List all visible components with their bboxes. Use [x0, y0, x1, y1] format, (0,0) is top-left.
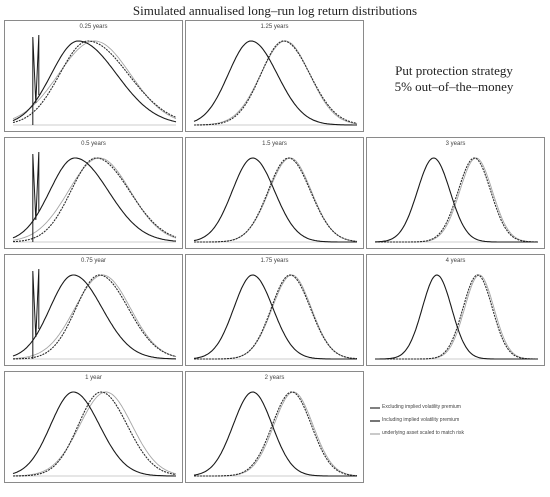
series-excluding	[12, 391, 177, 477]
series-excluding	[375, 274, 538, 360]
panel-4: 3 years	[366, 137, 545, 249]
panel-2: 0.5 years	[4, 137, 183, 249]
series-underlying	[12, 157, 177, 241]
strategy-label: Put protection strategy 5% out–of–the–mo…	[368, 63, 540, 95]
legend-swatch-underlying	[370, 433, 380, 435]
panel-plot	[374, 157, 539, 243]
series-including	[193, 274, 357, 360]
panel-plot	[375, 274, 538, 360]
series-including	[193, 157, 357, 243]
panel-title: 1.75 years	[260, 258, 289, 264]
legend-label: Including implied volatility premium	[382, 417, 460, 423]
panel-title: 1 year	[85, 375, 102, 381]
panel-title: 1.5 years	[262, 141, 287, 147]
series-including	[193, 40, 357, 126]
panel-8: 1 year	[4, 371, 183, 483]
panel-plot	[12, 151, 177, 243]
panel-plot	[12, 34, 177, 126]
series-excluding	[194, 274, 357, 360]
panel-title: 2 years	[264, 375, 285, 381]
panel-title: 0.75 year	[80, 258, 107, 264]
legend-label: Excluding implied volatility premium	[382, 404, 461, 410]
legend-item-underlying: underlying asset scaled to match risk	[370, 430, 548, 443]
legend-label: underlying asset scaled to match risk	[382, 430, 464, 436]
series-floor-spike	[32, 268, 40, 359]
legend-swatch-including	[370, 420, 380, 422]
series-floor-spike	[32, 34, 40, 125]
panel-0: 0.25 years	[4, 20, 183, 132]
series-including	[375, 274, 538, 360]
series-including	[12, 157, 177, 242]
series-excluding	[13, 157, 177, 243]
series-including	[12, 274, 177, 360]
figure-title: Simulated annualised long–run log return…	[132, 3, 418, 18]
series-including	[193, 391, 357, 477]
series-excluding	[194, 157, 358, 243]
legend-swatch-excluding	[370, 407, 380, 409]
series-excluding	[194, 40, 358, 126]
panel-7: 4 years	[366, 254, 545, 366]
panel-9: 2 years	[185, 371, 364, 483]
panel-plot	[193, 40, 358, 126]
panel-5: 0.75 year	[4, 254, 183, 366]
series-including	[374, 157, 538, 243]
legend-item-including: Including implied volatility premium	[370, 417, 548, 430]
strategy-line-2: 5% out–of–the–money	[394, 79, 514, 94]
panel-1: 1.25 years	[185, 20, 364, 132]
panel-plot	[12, 391, 177, 477]
series-excluding	[13, 274, 177, 360]
panel-3: 1.5 years	[185, 137, 364, 249]
panel-title: 1.25 years	[260, 24, 289, 30]
series-underlying	[375, 157, 538, 243]
series-underlying	[375, 274, 538, 360]
series-underlying	[12, 391, 177, 477]
panel-plot	[193, 157, 358, 243]
series-underlying	[12, 274, 177, 360]
legend: Excluding implied volatility premium Inc…	[370, 404, 548, 443]
series-including	[12, 40, 177, 123]
panel-plot	[193, 274, 358, 360]
series-underlying	[194, 274, 358, 360]
panel-plot	[193, 391, 358, 477]
series-including	[12, 391, 176, 477]
panel-6: 1.75 years	[185, 254, 364, 366]
panel-plot	[12, 268, 177, 360]
legend-item-excluding: Excluding implied volatility premium	[370, 404, 548, 417]
series-underlying	[194, 40, 358, 126]
series-excluding	[194, 391, 358, 477]
series-underlying	[12, 40, 177, 120]
panel-title: 0.25 years	[79, 24, 108, 30]
series-underlying	[194, 157, 358, 243]
series-floor-spike	[32, 151, 40, 242]
series-excluding	[12, 40, 177, 124]
panel-title: 0.5 years	[81, 141, 106, 147]
panel-title: 4 years	[445, 258, 466, 264]
series-excluding	[375, 157, 539, 243]
panel-title: 3 years	[445, 141, 466, 147]
strategy-line-1: Put protection strategy	[395, 63, 513, 78]
